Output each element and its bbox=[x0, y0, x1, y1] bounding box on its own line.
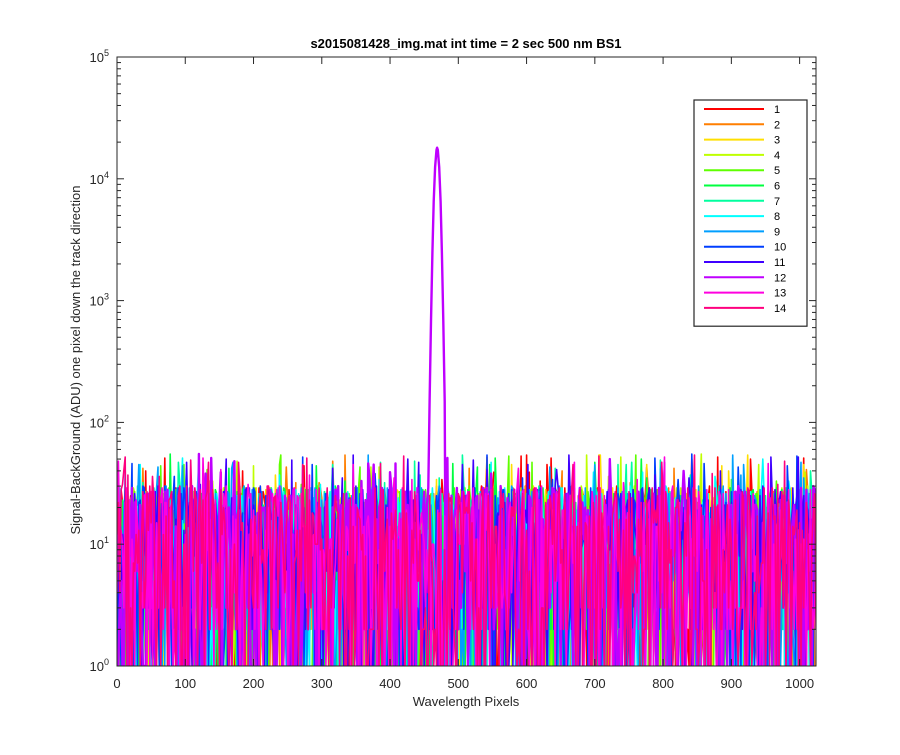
y-tick-label: 103 bbox=[90, 292, 109, 309]
y-axis-label: Signal-BackGround (ADU) one pixel down t… bbox=[68, 185, 83, 534]
chart-title: s2015081428_img.mat int time = 2 sec 500… bbox=[310, 36, 621, 51]
legend-box bbox=[693, 99, 808, 327]
axes-box bbox=[116, 56, 817, 667]
legend-label-13: 13 bbox=[774, 288, 786, 300]
series-layer bbox=[117, 146, 816, 666]
y-tick-label: 102 bbox=[90, 413, 109, 430]
legend-label-1: 1 bbox=[774, 104, 780, 116]
legend-label-12: 12 bbox=[774, 272, 786, 284]
x-tick-label: 100 bbox=[174, 676, 196, 691]
legend-label-7: 7 bbox=[774, 196, 780, 208]
legend-label-6: 6 bbox=[774, 181, 780, 193]
x-tick-label: 0 bbox=[113, 676, 120, 691]
axes: 0 100 200 300 400 500 600 700 800 900 100010010110… bbox=[90, 48, 817, 691]
y-tick-label: 100 bbox=[90, 657, 109, 674]
legend-label-8: 8 bbox=[774, 211, 780, 223]
legend-label-14: 14 bbox=[774, 303, 786, 315]
legend-label-3: 3 bbox=[774, 135, 780, 147]
y-tick-label: 105 bbox=[90, 48, 109, 65]
legend-label-10: 10 bbox=[774, 242, 786, 254]
series-line-14 bbox=[117, 454, 816, 666]
legend-label-2: 2 bbox=[774, 119, 780, 131]
legend-label-9: 9 bbox=[774, 226, 780, 238]
x-tick-label: 600 bbox=[516, 676, 538, 691]
x-tick-label: 1000 bbox=[785, 676, 814, 691]
x-tick-label: 500 bbox=[447, 676, 469, 691]
series-line-13 bbox=[117, 456, 816, 666]
legend-label-11: 11 bbox=[774, 257, 785, 269]
legend-label-4: 4 bbox=[774, 150, 780, 162]
x-tick-label: 400 bbox=[379, 676, 401, 691]
x-tick-label: 300 bbox=[311, 676, 333, 691]
x-tick-label: 700 bbox=[584, 676, 606, 691]
x-tick-label: 800 bbox=[652, 676, 674, 691]
x-axis-label: Wavelength Pixels bbox=[413, 694, 520, 709]
legend-label-5: 5 bbox=[774, 165, 780, 177]
y-tick-label: 101 bbox=[90, 535, 109, 552]
x-tick-label: 200 bbox=[243, 676, 265, 691]
y-tick-label: 104 bbox=[90, 170, 109, 187]
x-tick-label: 900 bbox=[721, 676, 743, 691]
